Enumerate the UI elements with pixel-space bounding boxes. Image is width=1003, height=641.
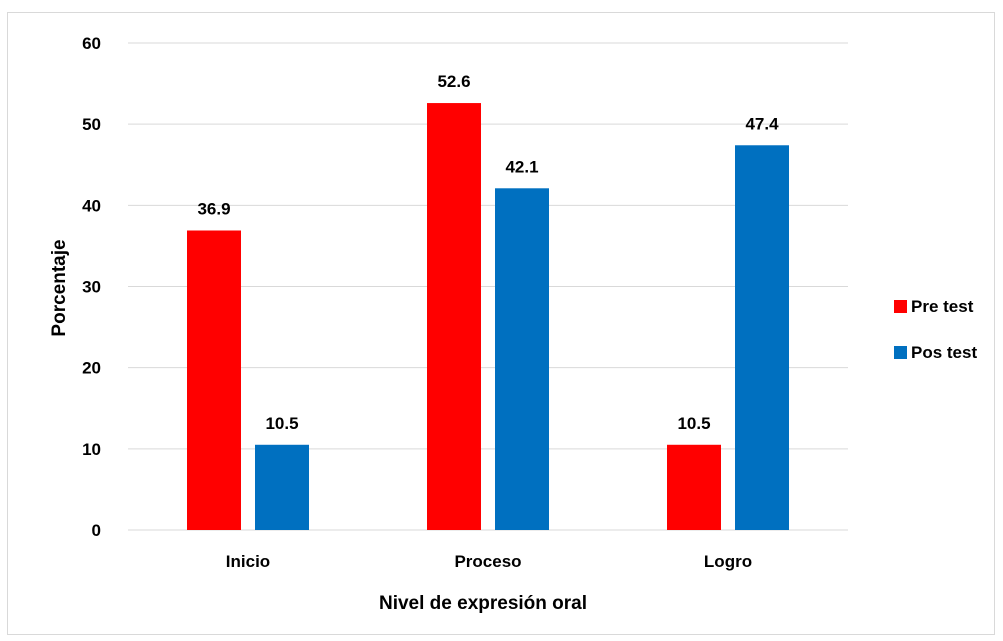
x-tick-label: Inicio xyxy=(226,552,270,571)
y-tick-label: 60 xyxy=(82,34,101,53)
legend-swatch xyxy=(894,346,907,359)
bar-pre-test-proceso xyxy=(427,103,481,531)
y-tick-label: 20 xyxy=(82,359,101,378)
y-axis-title: Porcentaje xyxy=(49,239,70,336)
legend-label: Pos test xyxy=(911,343,977,362)
bar-pre-test-logro xyxy=(667,444,721,530)
bar-pos-test-logro xyxy=(735,145,789,530)
data-label: 47.4 xyxy=(745,114,779,133)
legend: Pre test Pos test xyxy=(894,297,977,362)
y-tick-label: 50 xyxy=(82,115,101,134)
data-label: 36.9 xyxy=(197,199,230,218)
y-axis-ticks: 0 10 20 30 40 50 60 xyxy=(82,34,101,540)
data-label: 10.5 xyxy=(677,414,710,433)
bars xyxy=(187,103,789,531)
y-tick-label: 10 xyxy=(82,440,101,459)
data-label: 10.5 xyxy=(265,414,298,433)
bar-pos-test-inicio xyxy=(255,444,309,530)
y-tick-label: 30 xyxy=(82,278,101,297)
x-tick-label: Proceso xyxy=(454,552,521,571)
data-labels: 36.9 10.5 52.6 42.1 10.5 47.4 xyxy=(197,72,779,433)
data-label: 42.1 xyxy=(505,157,538,176)
bar-pos-test-proceso xyxy=(495,188,549,530)
bar-pre-test-inicio xyxy=(187,230,241,530)
x-tick-label: Logro xyxy=(704,552,752,571)
data-label: 52.6 xyxy=(437,72,470,91)
legend-label: Pre test xyxy=(911,297,974,316)
x-axis-ticks: Inicio Proceso Logro xyxy=(226,552,752,571)
gridlines xyxy=(128,42,848,531)
x-axis-title: Nivel de expresión oral xyxy=(379,593,587,614)
y-tick-label: 0 xyxy=(92,521,101,540)
y-tick-label: 40 xyxy=(82,196,101,215)
legend-swatch xyxy=(894,300,907,313)
